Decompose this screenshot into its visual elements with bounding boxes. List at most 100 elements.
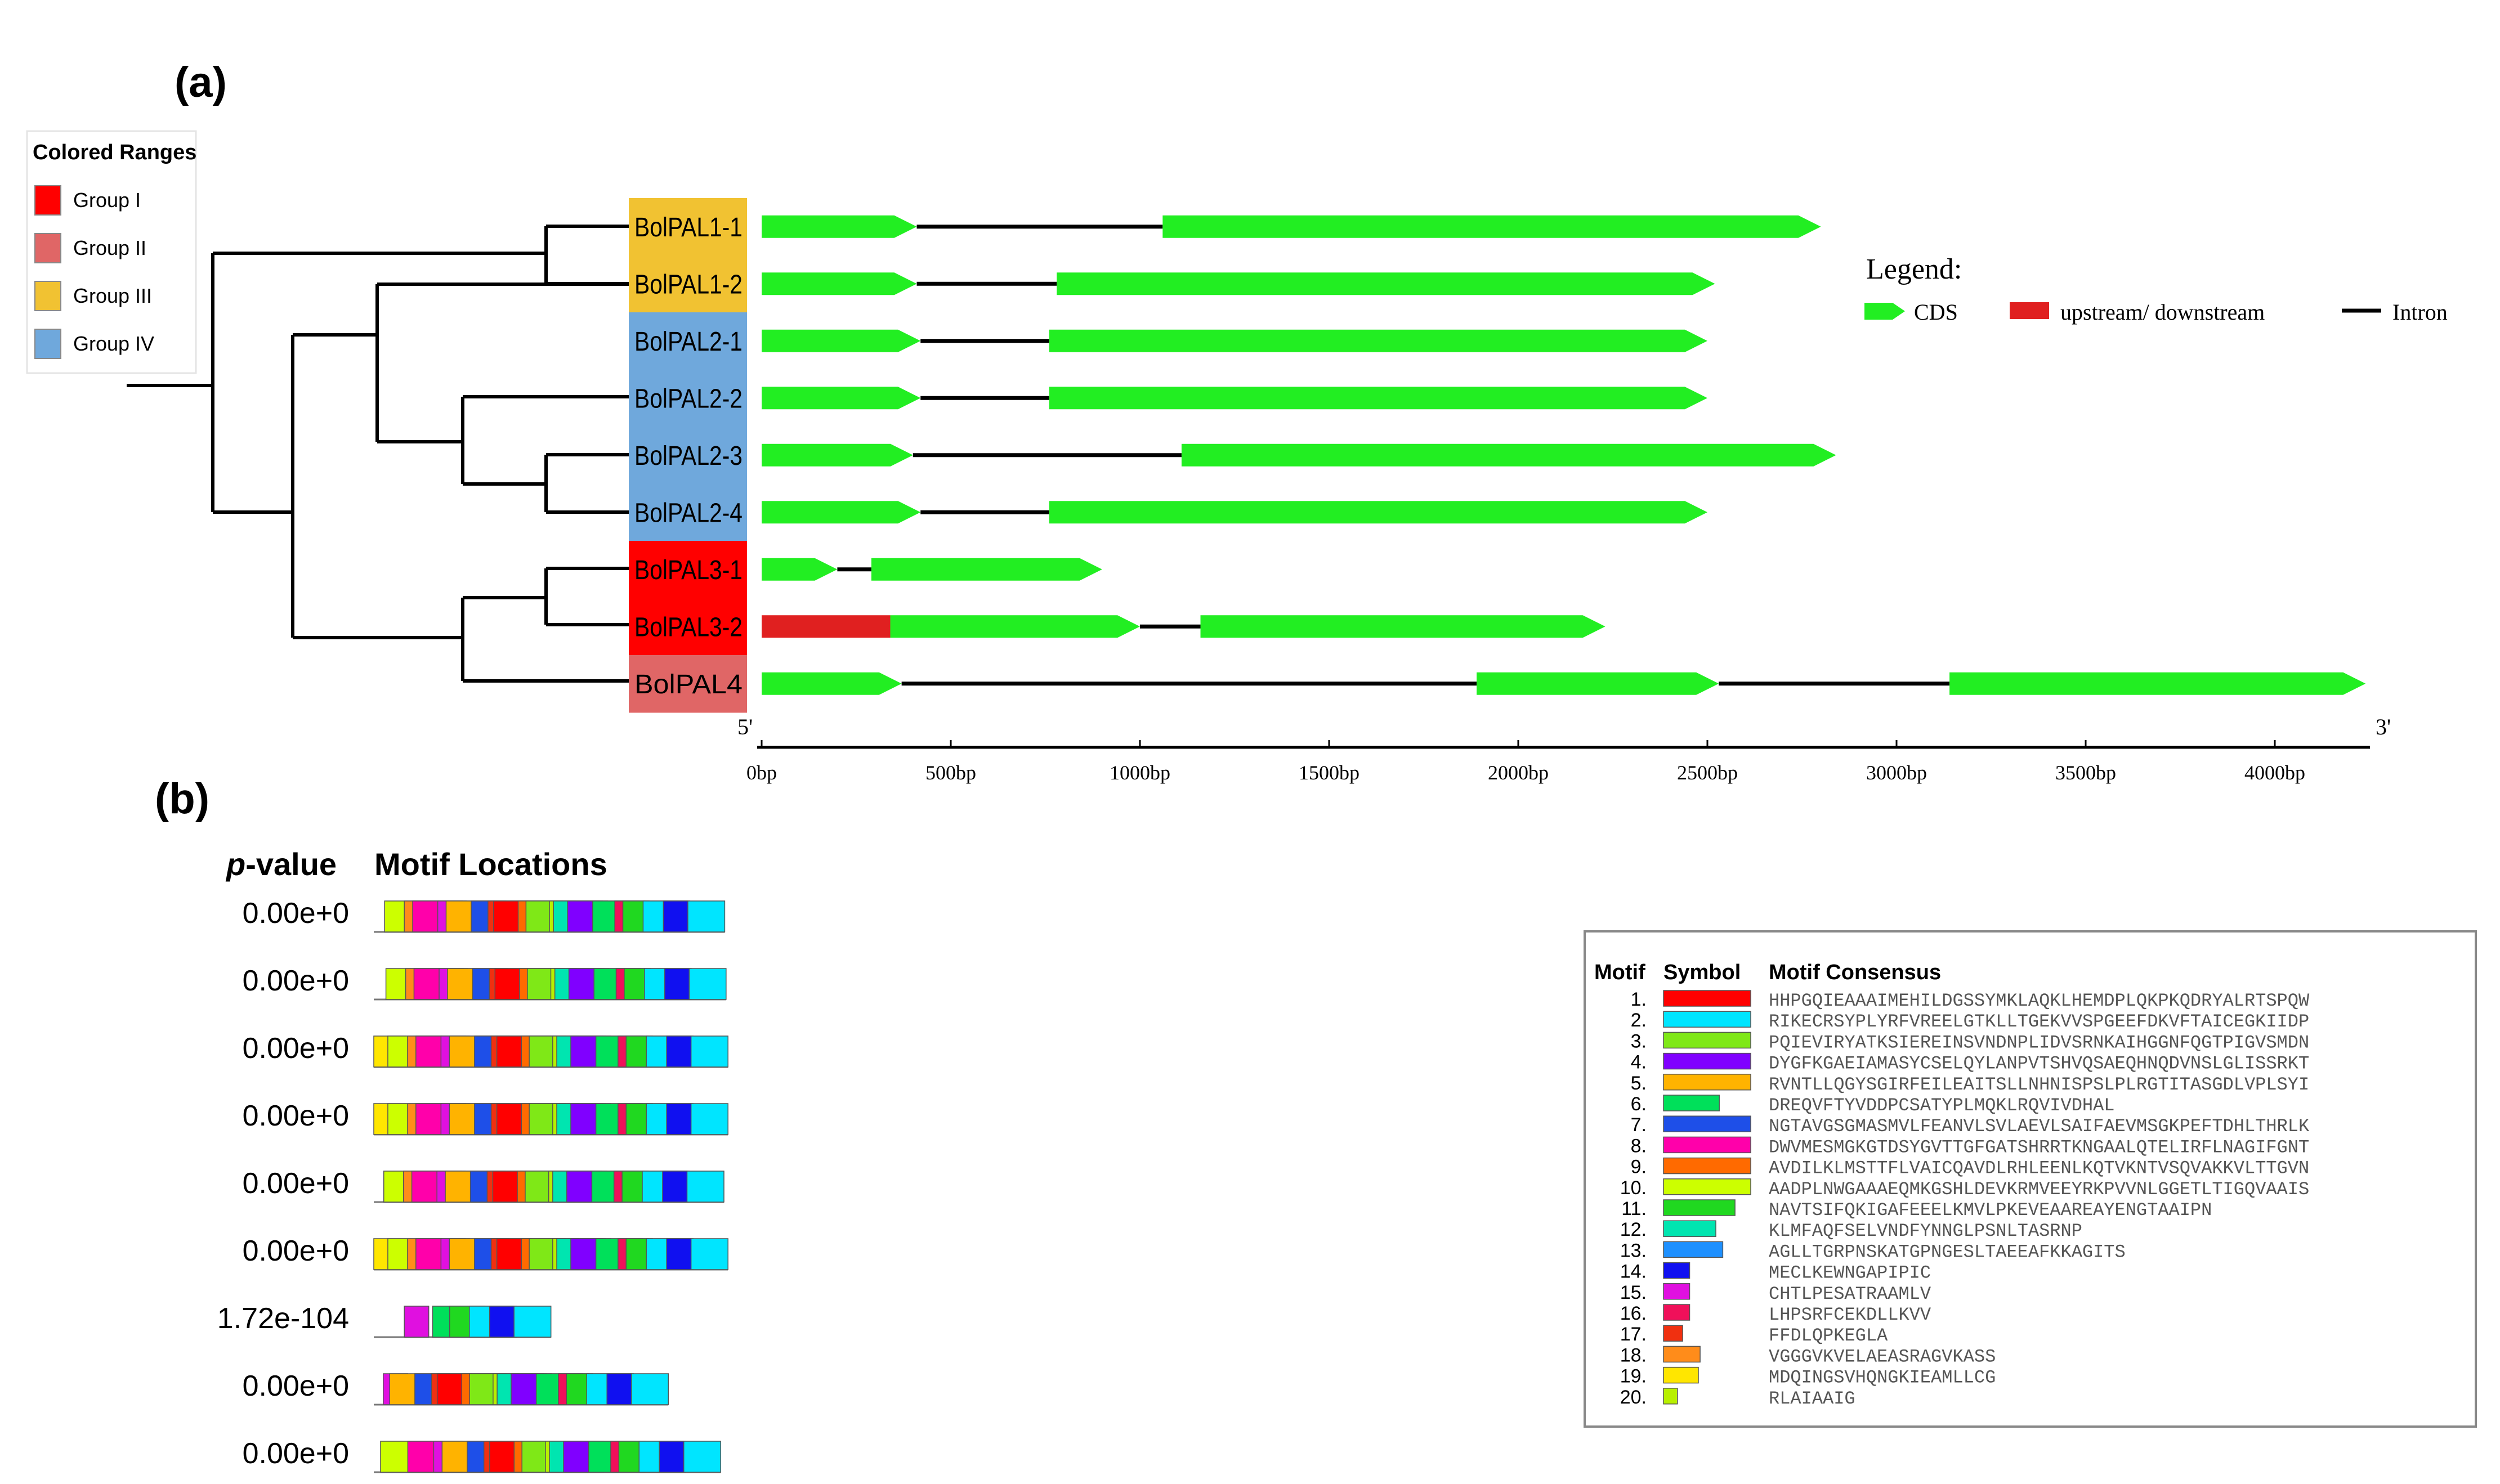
colored-range-swatch-4 <box>34 329 61 359</box>
cds-block <box>1200 615 1605 638</box>
cds-block <box>1049 387 1707 410</box>
motif-symbol <box>1663 1052 1751 1070</box>
motif-consensus-sequence: AGLLTGRPNSKATGPNGESLTAEEAFKKAGITS <box>1769 1241 2126 1262</box>
gene-group-box <box>629 427 747 485</box>
legend-intron-label: Intron <box>2392 299 2448 325</box>
gene-structure <box>762 672 2366 695</box>
motif-number: 9. <box>1631 1156 1647 1178</box>
motif-number: 19. <box>1620 1366 1647 1387</box>
motif-block-14 <box>666 1035 692 1068</box>
gene-name-label: BolPAL3-1 <box>634 555 743 585</box>
cds-block <box>762 443 913 467</box>
motif-consensus-sequence: LHPSRFCEKDLLKVV <box>1769 1304 1931 1325</box>
motif-number: 10. <box>1620 1177 1647 1199</box>
motif-consensus-sequence: NAVTSIFQKIGAFEEELKMVLPKEVEAAREAYENGTAAIP… <box>1769 1200 2212 1221</box>
motif-symbol <box>1663 1388 1678 1405</box>
motif-row: 0.00e+0 <box>243 1235 728 1271</box>
colored-ranges-legend: Colored Ranges Group I Group II Group III G… <box>26 130 197 374</box>
gene-group-box <box>629 312 747 370</box>
motif-number: 5. <box>1631 1073 1647 1094</box>
motif-consensus-sequence: KLMFAQFSELVNDFYNNGLPSNLTASRNP <box>1769 1221 2082 1241</box>
motif-number: 18. <box>1620 1344 1647 1366</box>
motif-row: 0.00e+0 <box>243 1167 724 1203</box>
axis-3prime-label: 3' <box>2376 714 2391 739</box>
axis-tick-label: 3000bp <box>1866 761 1927 784</box>
p-value-label: 1.72e-104 <box>217 1302 349 1335</box>
phylogenetic-tree <box>127 225 629 683</box>
motif-row: 0.00e+0 <box>243 897 726 933</box>
p-value-label: 0.00e+0 <box>243 897 349 930</box>
motif-consensus-sequence: FFDLQPKEGLA <box>1769 1325 1888 1346</box>
cds-block <box>871 558 1102 581</box>
cds-block <box>762 329 921 352</box>
motif-number: 17. <box>1620 1324 1647 1345</box>
motif-symbol <box>1663 1346 1701 1363</box>
motif-number: 8. <box>1631 1135 1647 1156</box>
motif-row: 0.00e+0 <box>243 1032 728 1068</box>
p-value-label: 0.00e+0 <box>243 1167 349 1200</box>
motif-consensus-sequence: AADPLNWGAAAEQMKGSHLDEVKRMVEEYRKPVVNLGGET… <box>1769 1179 2309 1200</box>
motif-symbol <box>1663 1178 1751 1195</box>
motif-block-14 <box>663 900 688 932</box>
motif-number: 14. <box>1620 1261 1647 1283</box>
axis-tick-label: 3500bp <box>2055 761 2116 784</box>
motif-consensus-sequence: DREQVFTYVDDPCSATYPLMQKLRQVIVDHAL <box>1769 1095 2115 1116</box>
cds-block <box>1162 215 1821 238</box>
colored-ranges-title: Colored Ranges <box>33 141 196 164</box>
colored-range-swatch-3 <box>34 281 61 311</box>
motif-consensus-sequence: HHPGQIEAAAIMEHILDGSSYMKLAQKLHEMDPLQKPKQD… <box>1769 990 2310 1011</box>
gene-structure-legend: Legend: CDS upstream/ downstream Intron <box>1864 253 2448 325</box>
motif-symbol <box>1663 1325 1683 1342</box>
axis-tick-label: 0bp <box>746 761 777 784</box>
legend-title: Legend: <box>1866 253 1962 285</box>
motif-block-14 <box>664 968 690 1000</box>
gene-structure <box>762 215 1821 238</box>
motif-block-14 <box>606 1373 632 1405</box>
cds-block <box>1057 272 1715 295</box>
colored-range-swatch-1 <box>34 185 61 216</box>
gene-name-label: BolPAL1-2 <box>634 270 743 299</box>
cds-block <box>1049 501 1707 524</box>
p-value-label: 0.00e+0 <box>243 1437 349 1470</box>
gene-structure <box>762 558 1102 581</box>
motif-block-14 <box>489 1306 515 1338</box>
motif-consensus-sequence: DYGFKGAEIAMASYCSELQYLANPVTSHVQSAEQHNQDVN… <box>1769 1053 2309 1074</box>
table-header-consensus: Motif Consensus <box>1769 961 1941 984</box>
gene-structure <box>762 329 1707 352</box>
motif-row: 0.00e+0 <box>243 965 727 1001</box>
motif-symbol <box>1663 1157 1751 1174</box>
motif-row: 0.00e+0 <box>243 1437 722 1473</box>
axis-tick-label: 4000bp <box>2244 761 2305 784</box>
cds-block <box>1181 443 1836 467</box>
motif-number: 20. <box>1620 1387 1647 1408</box>
motif-number: 4. <box>1631 1052 1647 1073</box>
motif-symbol <box>1663 990 1751 1007</box>
panel-b-label: (b) <box>155 775 209 823</box>
motif-number: 1. <box>1631 989 1647 1010</box>
gene-group-box <box>629 255 747 313</box>
gene-name-label: BolPAL1-1 <box>634 213 743 243</box>
gene-structure <box>762 501 1707 524</box>
axis-5prime-label: 5' <box>737 714 753 739</box>
gene-name-label: BolPAL2-4 <box>634 498 743 528</box>
gene-structure <box>762 272 1715 295</box>
motif-consensus-sequence: MDQINGSVHQNGKIEAMLLCG <box>1769 1368 1996 1388</box>
gene-name-label: BolPAL2-3 <box>634 441 743 471</box>
motif-symbol <box>1663 1011 1751 1028</box>
motif-number: 7. <box>1631 1114 1647 1136</box>
gene-structure <box>762 443 1836 467</box>
gene-structure <box>762 615 1605 638</box>
motif-number: 2. <box>1631 1010 1647 1031</box>
cds-block <box>890 615 1140 638</box>
table-header-symbol: Symbol <box>1663 961 1741 984</box>
colored-range-label-3: Group III <box>73 284 152 307</box>
pvalue-header: p-value <box>225 846 337 882</box>
gene-group-box <box>629 541 747 599</box>
motif-row: 0.00e+0 <box>243 1370 669 1406</box>
motif-row: 0.00e+0 <box>243 1100 728 1136</box>
cds-block <box>762 272 917 295</box>
axis-tick-label: 2000bp <box>1488 761 1549 784</box>
motif-symbol <box>1663 1032 1751 1049</box>
axis-tick-label: 2500bp <box>1677 761 1738 784</box>
